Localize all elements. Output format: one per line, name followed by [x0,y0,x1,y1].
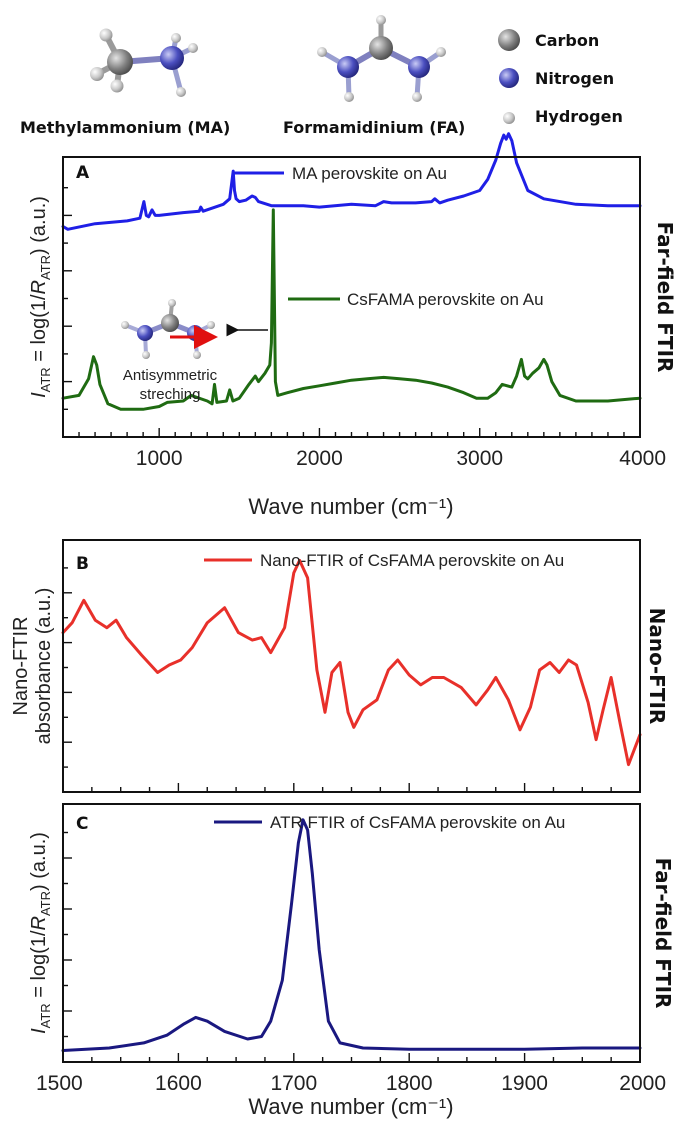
atom-legend-carbon: Carbon [535,31,599,50]
panel-a-side-label: Far-field FTIR [653,222,676,373]
panel-a-series [61,132,642,411]
panel-b-side-label: Nano-FTIR [645,608,669,725]
panel-a-x-tick-label: 1000 [136,447,183,470]
panel-a-ylabel-r: R [28,280,50,294]
panel-c-series-line-1 [61,818,642,1052]
panel-a-ylabel-end: ) (a.u.) [28,196,50,255]
ma-label: Methylammonium (MA) [20,118,230,137]
panel-a-ylabel-i: I [28,392,50,398]
panel-a-ylabel-sub1: ATR [38,367,53,392]
panel-c-ticks: 1500 1600 1700 1800 1900 2000 [36,831,666,1095]
nitrogen-swatch-icon [499,68,519,88]
atom-legend-nitrogen: Nitrogen [535,69,614,88]
panel-a-ylabel-sub2: ATR [38,255,53,280]
antisymmetric-stretch-icon [121,299,218,359]
panel-a-xlabel: Wave number (cm⁻¹) [248,494,453,519]
panel-c-xlabel: Wave number (cm⁻¹) [248,1094,453,1119]
panel-c-x-tick-label: 1800 [386,1072,433,1095]
panel-c-ylabel-sub2: ATR [38,891,53,916]
panel-a-x-tick-label: 4000 [619,447,666,470]
panel-b-ylabel-2: absorbance (a.u.) [33,588,55,745]
panel-c-ylabel: IATR = log(1/RATR) (a.u.) [28,832,53,1034]
panel-a-ylabel: IATR = log(1/RATR) (a.u.) [28,196,53,398]
atom-legend: Carbon Nitrogen Hydrogen [498,29,623,126]
panel-c: 1500 1600 1700 1800 1900 2000 C ATR FTIR of C… [28,803,675,1119]
panel-c-x-tick-label: 1500 [36,1072,83,1095]
panel-b-letter: B [76,554,89,574]
panel-a-ticks: 1000 2000 3000 4000 [63,186,666,470]
panel-a: 1000 2000 3000 4000 A MA perovskite on Au C… [28,132,676,519]
panel-b-legend: Nano-FTIR of CsFAMA perovskite on Au [260,551,564,570]
panel-a-x-tick-label: 2000 [296,447,343,470]
panel-c-letter: C [76,814,88,834]
panel-a-series-line-1 [61,132,642,231]
panel-a-x-tick-label: 3000 [456,447,503,470]
panel-c-ylabel-r: R [28,916,50,930]
panel-c-x-tick-label: 1900 [501,1072,548,1095]
hydrogen-swatch-icon [503,112,515,124]
panel-c-side-label: Far-field FTIR [651,858,675,1009]
panel-b-ticks [63,567,612,792]
panel-b-ylabel-1: Nano-FTIR [10,617,32,716]
panel-a-ylabel-mid: = log(1/ [28,294,50,367]
carbon-swatch-icon [498,29,520,51]
panel-c-series [61,818,642,1052]
panel-c-frame [62,803,641,1063]
panel-a-legend-csfama: CsFAMA perovskite on Au [347,290,544,309]
panel-c-ylabel-end: ) (a.u.) [28,832,50,891]
panel-c-x-tick-label: 1600 [155,1072,202,1095]
formamidinium-molecule-icon [317,15,446,102]
panel-a-legend-ma: MA perovskite on Au [292,164,447,183]
panel-c-x-tick-label: 2000 [619,1072,666,1095]
annotation-line-2: streching [140,386,201,403]
annotation-line-1: Antisymmetric [123,367,218,384]
panel-c-ylabel-sub1: ATR [38,1003,53,1028]
panel-c-ylabel-mid: = log(1/ [28,930,50,1003]
atom-legend-hydrogen: Hydrogen [535,107,623,126]
panel-c-ylabel-i: I [28,1028,50,1034]
fa-label: Formamidinium (FA) [283,118,465,137]
panel-b-series [61,558,642,767]
panel-a-series-line-2 [61,208,642,411]
methylammonium-molecule-icon [90,28,198,97]
panel-c-x-tick-label: 1700 [270,1072,317,1095]
panel-c-legend: ATR FTIR of CsFAMA perovskite on Au [270,813,565,832]
panel-b: B Nano-FTIR of CsFAMA perovskite on Au N… [10,539,669,793]
panel-b-series-line-1 [61,558,642,767]
panel-a-letter: A [76,163,90,183]
